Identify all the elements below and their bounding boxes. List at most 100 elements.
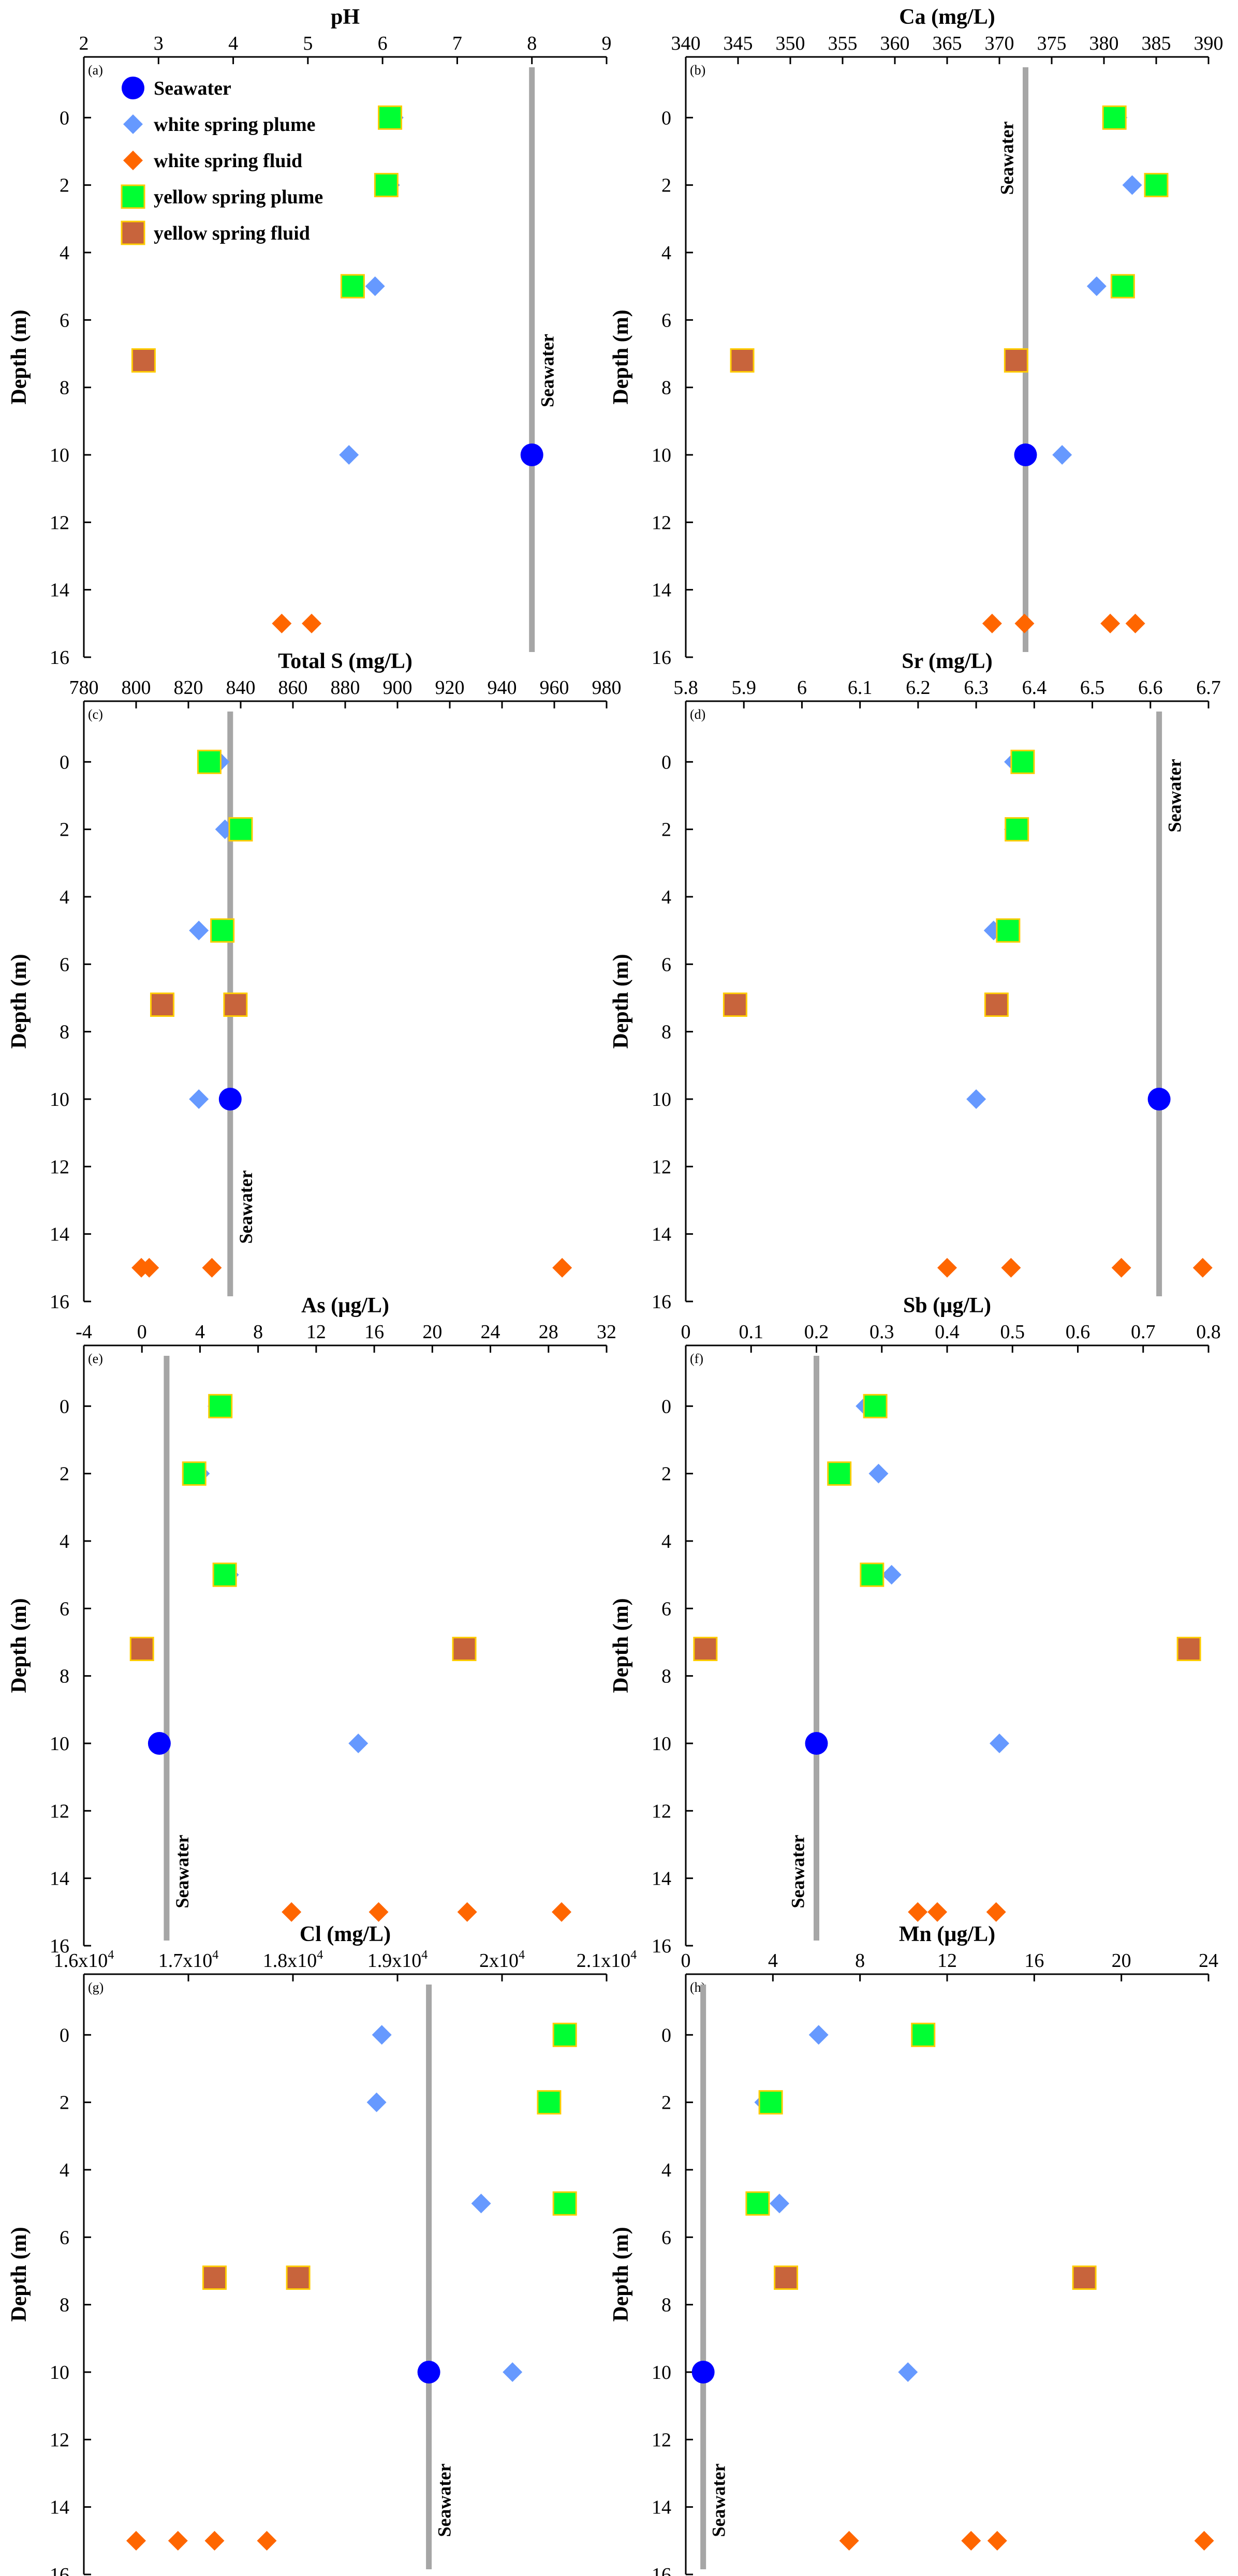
legend-yellow-spring-plume-marker bbox=[121, 184, 145, 209]
white-spring-fluid-point bbox=[168, 2530, 188, 2551]
seawater-reference-label: Seawater bbox=[235, 1171, 256, 1244]
y-tick-label: 0 bbox=[60, 107, 69, 129]
white-spring-fluid-point bbox=[552, 1902, 572, 1922]
seawater-point bbox=[805, 1731, 828, 1755]
x-tick-label: 960 bbox=[540, 677, 569, 699]
white-spring-plume-point bbox=[339, 445, 359, 465]
x-tick-label: 6.2 bbox=[906, 677, 931, 699]
white-spring-fluid-point bbox=[282, 1902, 302, 1922]
legend-white-spring-plume-label: white spring plume bbox=[154, 114, 315, 136]
x-tick-label: 365 bbox=[933, 33, 962, 54]
legend-seawater-label: Seawater bbox=[154, 78, 231, 99]
y-tick-label: 12 bbox=[652, 512, 671, 534]
y-tick-label: 12 bbox=[50, 1800, 69, 1822]
y-tick-label: 14 bbox=[50, 580, 69, 601]
y-tick-label: 6 bbox=[60, 2227, 69, 2248]
white-spring-fluid-point bbox=[982, 613, 1002, 633]
white-spring-plume-point bbox=[189, 1089, 209, 1109]
y-tick-label: 8 bbox=[661, 377, 671, 399]
y-tick-label: 8 bbox=[60, 377, 69, 399]
white-spring-fluid-point bbox=[369, 1902, 389, 1922]
y-axis-title: Depth (m) bbox=[7, 1598, 31, 1693]
white-spring-fluid-point bbox=[202, 1257, 222, 1278]
x-tick-mantissa: 2.1x10 bbox=[577, 1950, 631, 1972]
yellow-spring-plume-point bbox=[1005, 817, 1029, 842]
y-tick-label: 16 bbox=[50, 1935, 69, 1957]
yellow-spring-plume-point bbox=[552, 2191, 577, 2216]
legend-white-spring-plume-marker bbox=[123, 114, 143, 134]
white-spring-plume-point bbox=[189, 921, 209, 941]
x-tick-mantissa: 2x10 bbox=[479, 1950, 519, 1972]
x-tick-label: 0.8 bbox=[1196, 1321, 1221, 1343]
x-tick-label: 0 bbox=[681, 1950, 691, 1972]
yellow-spring-plume-point bbox=[863, 1394, 888, 1418]
yellow-spring-fluid-point bbox=[150, 993, 174, 1017]
x-axis-title: pH bbox=[331, 5, 360, 29]
panel-label: (d) bbox=[690, 707, 705, 722]
y-tick-label: 6 bbox=[60, 954, 69, 975]
legend-yellow-spring-plume-label: yellow spring plume bbox=[154, 186, 323, 208]
y-tick-label: 6 bbox=[661, 1598, 671, 1620]
white-spring-plume-point bbox=[881, 1565, 902, 1585]
white-spring-fluid-point bbox=[1125, 613, 1145, 633]
x-tick-label: 880 bbox=[331, 677, 360, 699]
x-tick-label: 16 bbox=[364, 1321, 384, 1343]
x-tick-label: 0.7 bbox=[1131, 1321, 1156, 1343]
panel-label: (e) bbox=[88, 1351, 103, 1366]
x-tick-exponent: 4 bbox=[212, 1948, 218, 1962]
x-tick-label: 980 bbox=[592, 677, 622, 699]
x-tick-label: 6 bbox=[797, 677, 807, 699]
y-tick-label: 10 bbox=[50, 1089, 69, 1111]
yellow-spring-plume-point bbox=[1110, 274, 1135, 299]
x-tick-label: 1.7x104 bbox=[158, 1948, 219, 1972]
seawater-reference-label: Seawater bbox=[997, 122, 1018, 195]
x-axis-title: Total S (mg/L) bbox=[278, 649, 412, 673]
yellow-spring-plume-point bbox=[537, 2090, 562, 2115]
y-axis-title: Depth (m) bbox=[7, 2227, 31, 2321]
y-tick-label: 4 bbox=[661, 2159, 671, 2181]
y-tick-label: 8 bbox=[60, 1021, 69, 1043]
y-tick-label: 12 bbox=[50, 2429, 69, 2451]
x-tick-label: 24 bbox=[1199, 1950, 1218, 1972]
x-tick-label: 5.9 bbox=[731, 677, 756, 699]
yellow-spring-fluid-point bbox=[730, 348, 755, 373]
white-spring-fluid-point bbox=[1192, 1257, 1213, 1278]
x-tick-label: 24 bbox=[481, 1321, 500, 1343]
seawater-point bbox=[1014, 443, 1037, 466]
x-tick-exponent: 4 bbox=[108, 1948, 114, 1962]
x-axis-title: Mn (µg/L) bbox=[899, 1922, 995, 1946]
y-tick-label: 0 bbox=[661, 751, 671, 773]
x-tick-label: 6 bbox=[378, 33, 388, 54]
y-axis-title: Depth (m) bbox=[609, 954, 633, 1048]
x-axis-title: Ca (mg/L) bbox=[899, 5, 995, 29]
yellow-spring-plume-point bbox=[1144, 173, 1169, 198]
legend-yellow-spring-fluid-marker bbox=[121, 220, 145, 245]
x-tick-label: 0.6 bbox=[1066, 1321, 1090, 1343]
white-spring-plume-point bbox=[366, 2092, 387, 2112]
white-spring-fluid-point bbox=[839, 2530, 859, 2551]
white-spring-plume-point bbox=[471, 2194, 491, 2214]
white-spring-fluid-point bbox=[961, 2530, 981, 2551]
x-tick-exponent: 4 bbox=[519, 1948, 525, 1962]
white-spring-plume-point bbox=[769, 2194, 789, 2214]
x-tick-label: 2.1x104 bbox=[577, 1948, 637, 1972]
y-tick-label: 2 bbox=[661, 175, 671, 197]
panel-label: (a) bbox=[88, 63, 103, 78]
x-tick-label: 1.9x104 bbox=[367, 1948, 428, 1972]
seawater-point bbox=[148, 1731, 171, 1755]
y-tick-label: 8 bbox=[60, 1666, 69, 1687]
legend-white-spring-fluid-label: white spring fluid bbox=[154, 150, 302, 172]
x-tick-label: 0.1 bbox=[739, 1321, 764, 1343]
panel-label: (b) bbox=[690, 63, 705, 78]
y-tick-label: 2 bbox=[60, 2092, 69, 2114]
x-tick-label: 20 bbox=[422, 1321, 442, 1343]
y-tick-label: 10 bbox=[652, 2362, 671, 2383]
x-tick-label: -4 bbox=[76, 1321, 92, 1343]
y-tick-label: 10 bbox=[50, 445, 69, 466]
yellow-spring-plume-point bbox=[340, 274, 365, 299]
yellow-spring-fluid-point bbox=[1004, 348, 1028, 373]
yellow-spring-plume-point bbox=[212, 1562, 237, 1587]
panel-label: (g) bbox=[88, 1980, 104, 1995]
x-tick-exponent: 4 bbox=[317, 1948, 323, 1962]
x-tick-label: 28 bbox=[539, 1321, 558, 1343]
